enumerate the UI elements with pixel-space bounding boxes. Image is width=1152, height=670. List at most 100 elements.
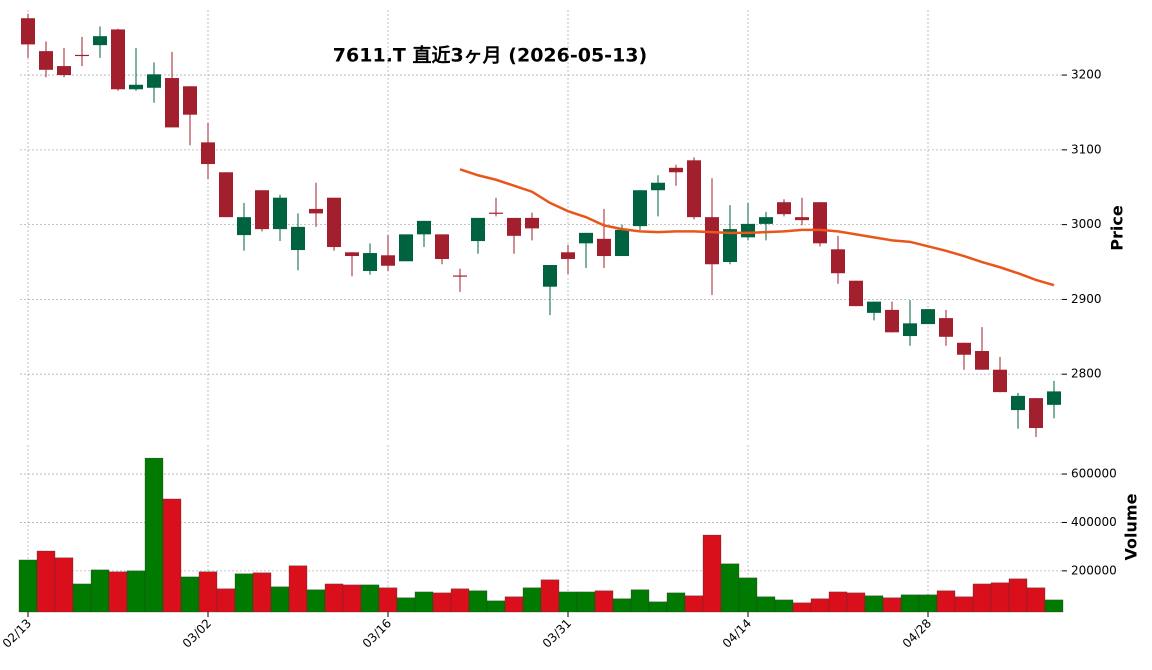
candle-body <box>21 18 35 45</box>
candle-body <box>705 217 719 265</box>
volume-bar <box>864 595 884 613</box>
candle-body <box>885 309 899 333</box>
volume-bar <box>216 588 236 613</box>
candle-body <box>345 252 359 257</box>
volume-bar <box>1044 599 1064 613</box>
volume-bar <box>432 592 452 613</box>
volume-bar <box>414 591 434 613</box>
moving-average-line <box>459 168 1055 287</box>
volume-bar <box>288 565 308 613</box>
candle-body <box>633 190 647 227</box>
candle-body <box>381 255 395 266</box>
y-axis-label: Price <box>1108 205 1127 251</box>
candle-body <box>669 167 683 173</box>
volume-bar <box>720 563 740 613</box>
volume-bar <box>108 571 128 613</box>
volume-bar <box>396 597 416 613</box>
candle-body <box>111 29 125 90</box>
candle-body <box>147 74 161 88</box>
volume-bar <box>540 579 560 613</box>
volume-bar <box>252 572 272 613</box>
volume-bar <box>72 583 92 613</box>
candle-body <box>831 249 845 274</box>
candle-body <box>507 217 521 236</box>
candle-body <box>741 223 755 238</box>
candle-body <box>651 182 665 191</box>
candle-body <box>57 66 71 76</box>
y-tick-label: 2800 <box>1071 367 1102 381</box>
volume-bar <box>774 599 794 613</box>
candle-body <box>1029 398 1043 429</box>
volume-bar <box>504 596 524 613</box>
volume-bar <box>1008 578 1028 613</box>
volume-bar <box>972 583 992 613</box>
volume-bar <box>54 557 74 613</box>
candle-body <box>471 217 485 242</box>
candle-body <box>453 275 467 277</box>
volume-bar <box>576 591 596 613</box>
candle-body <box>813 202 827 244</box>
volume-bar <box>450 588 470 613</box>
candle-body <box>795 217 809 221</box>
volume-bar <box>162 498 182 613</box>
candle-body <box>39 51 53 70</box>
volume-bar <box>954 596 974 613</box>
candle-body <box>237 217 251 236</box>
volume-bar <box>342 584 362 613</box>
candle-body <box>273 197 287 230</box>
volume-bar <box>882 597 902 613</box>
x-tick-label: 04/28 <box>900 616 934 650</box>
volume-bar <box>558 591 578 613</box>
volume-bar <box>738 577 758 613</box>
volume-bar <box>1026 587 1046 613</box>
candle-body <box>903 323 917 337</box>
candle-body <box>327 197 341 248</box>
volume-bar <box>36 550 56 613</box>
candle-body <box>525 217 539 229</box>
candle-body <box>849 280 863 307</box>
y-tick-label: 3200 <box>1071 68 1102 82</box>
candle-body <box>687 160 701 218</box>
volume-bar <box>918 594 938 613</box>
x-tick-label: 03/16 <box>360 616 394 650</box>
volume-bar <box>810 598 830 613</box>
candle-body <box>129 84 143 90</box>
candle-body <box>597 238 611 257</box>
candle-body <box>723 229 737 263</box>
candle-body <box>435 234 449 260</box>
candle-body <box>183 86 197 115</box>
volume-bar <box>144 457 164 613</box>
y2-tick-label: 200000 <box>1071 563 1117 577</box>
candle-body <box>255 190 269 230</box>
y-tick-label: 2900 <box>1071 292 1102 306</box>
volume-bar <box>990 582 1010 613</box>
candle-body <box>543 265 557 287</box>
volume-bar <box>522 587 542 613</box>
volume-bar <box>306 589 326 613</box>
candle-body <box>417 220 431 235</box>
candle-body <box>489 212 503 214</box>
candle-body <box>921 309 935 325</box>
y2-axis-label: Volume <box>1122 493 1141 560</box>
volume-bar <box>702 534 722 613</box>
candle-body <box>759 217 773 224</box>
candle-body <box>939 318 953 337</box>
volume-bar <box>90 569 110 613</box>
candle-body <box>93 36 107 46</box>
volume-bar <box>648 601 668 613</box>
candle-body <box>219 172 233 218</box>
volume-bar <box>756 596 776 613</box>
y2-tick-label: 400000 <box>1071 515 1117 529</box>
candle-body <box>777 202 791 215</box>
volume-bar <box>360 584 380 613</box>
chart-title: 7611.T 直近3ヶ月 (2026-05-13) <box>333 44 647 67</box>
x-tick-label: 03/02 <box>180 616 214 650</box>
volume-bar <box>468 590 488 613</box>
candle-body <box>363 253 377 271</box>
candle-body <box>291 226 305 251</box>
candle-body <box>975 351 989 370</box>
volume-bar <box>198 571 218 613</box>
volume-bar <box>378 587 398 613</box>
candle-body <box>165 78 179 128</box>
